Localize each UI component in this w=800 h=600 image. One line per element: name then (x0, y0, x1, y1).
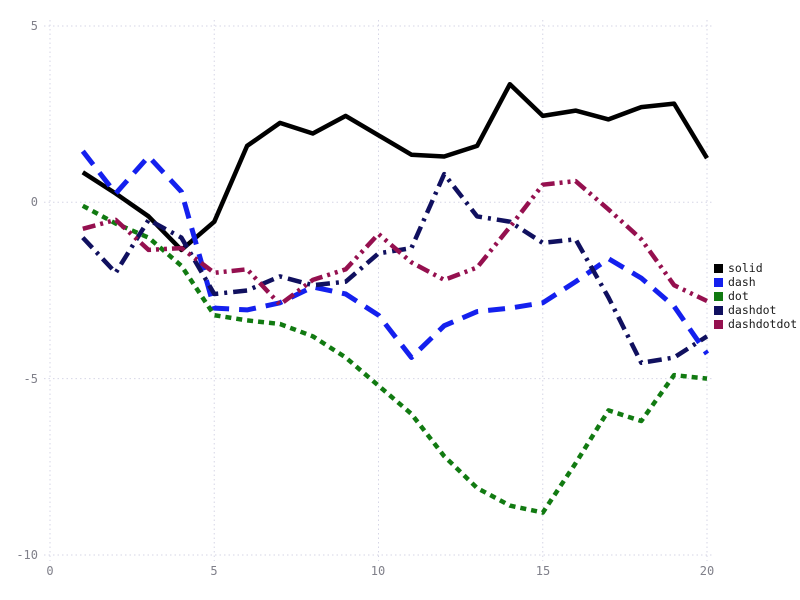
legend-label: dashdot (728, 303, 777, 317)
x-tick-label: 10 (370, 564, 386, 578)
legend-item-dash: dash (714, 275, 797, 289)
legend-item-solid: solid (714, 261, 797, 275)
legend-swatch-dashdot (714, 305, 723, 315)
series-line-solid (81, 81, 709, 253)
legend-item-dot: dot (714, 289, 797, 303)
x-tick-label: 20 (699, 564, 715, 578)
legend-label: dash (728, 275, 756, 289)
x-tick-label: 5 (210, 564, 218, 578)
legend-swatch-dot (714, 291, 723, 301)
y-tick-label: -5 (23, 372, 38, 386)
x-tick-label: 0 (46, 564, 54, 578)
legend-swatch-solid (714, 263, 723, 273)
y-tick-label: 5 (30, 19, 38, 33)
y-tick-label: -10 (16, 548, 38, 562)
legend-swatch-dash (714, 277, 723, 287)
series-line-dot (81, 203, 708, 515)
x-tick-label: 15 (535, 564, 551, 578)
legend-item-dashdotdot: dashdotdot (714, 317, 797, 331)
y-tick-label: 0 (30, 195, 38, 209)
legend-label: dashdotdot (728, 317, 798, 331)
series-line-dash (80, 149, 710, 360)
legend-item-dashdot: dashdot (714, 303, 797, 317)
chart-legend: solid dash dot dashdot dashdotdot (714, 261, 797, 331)
legend-label: solid (728, 261, 763, 275)
series-line-dashdotdot (82, 178, 708, 307)
legend-swatch-dashdotdot (714, 319, 723, 329)
legend-label: dot (728, 289, 749, 303)
